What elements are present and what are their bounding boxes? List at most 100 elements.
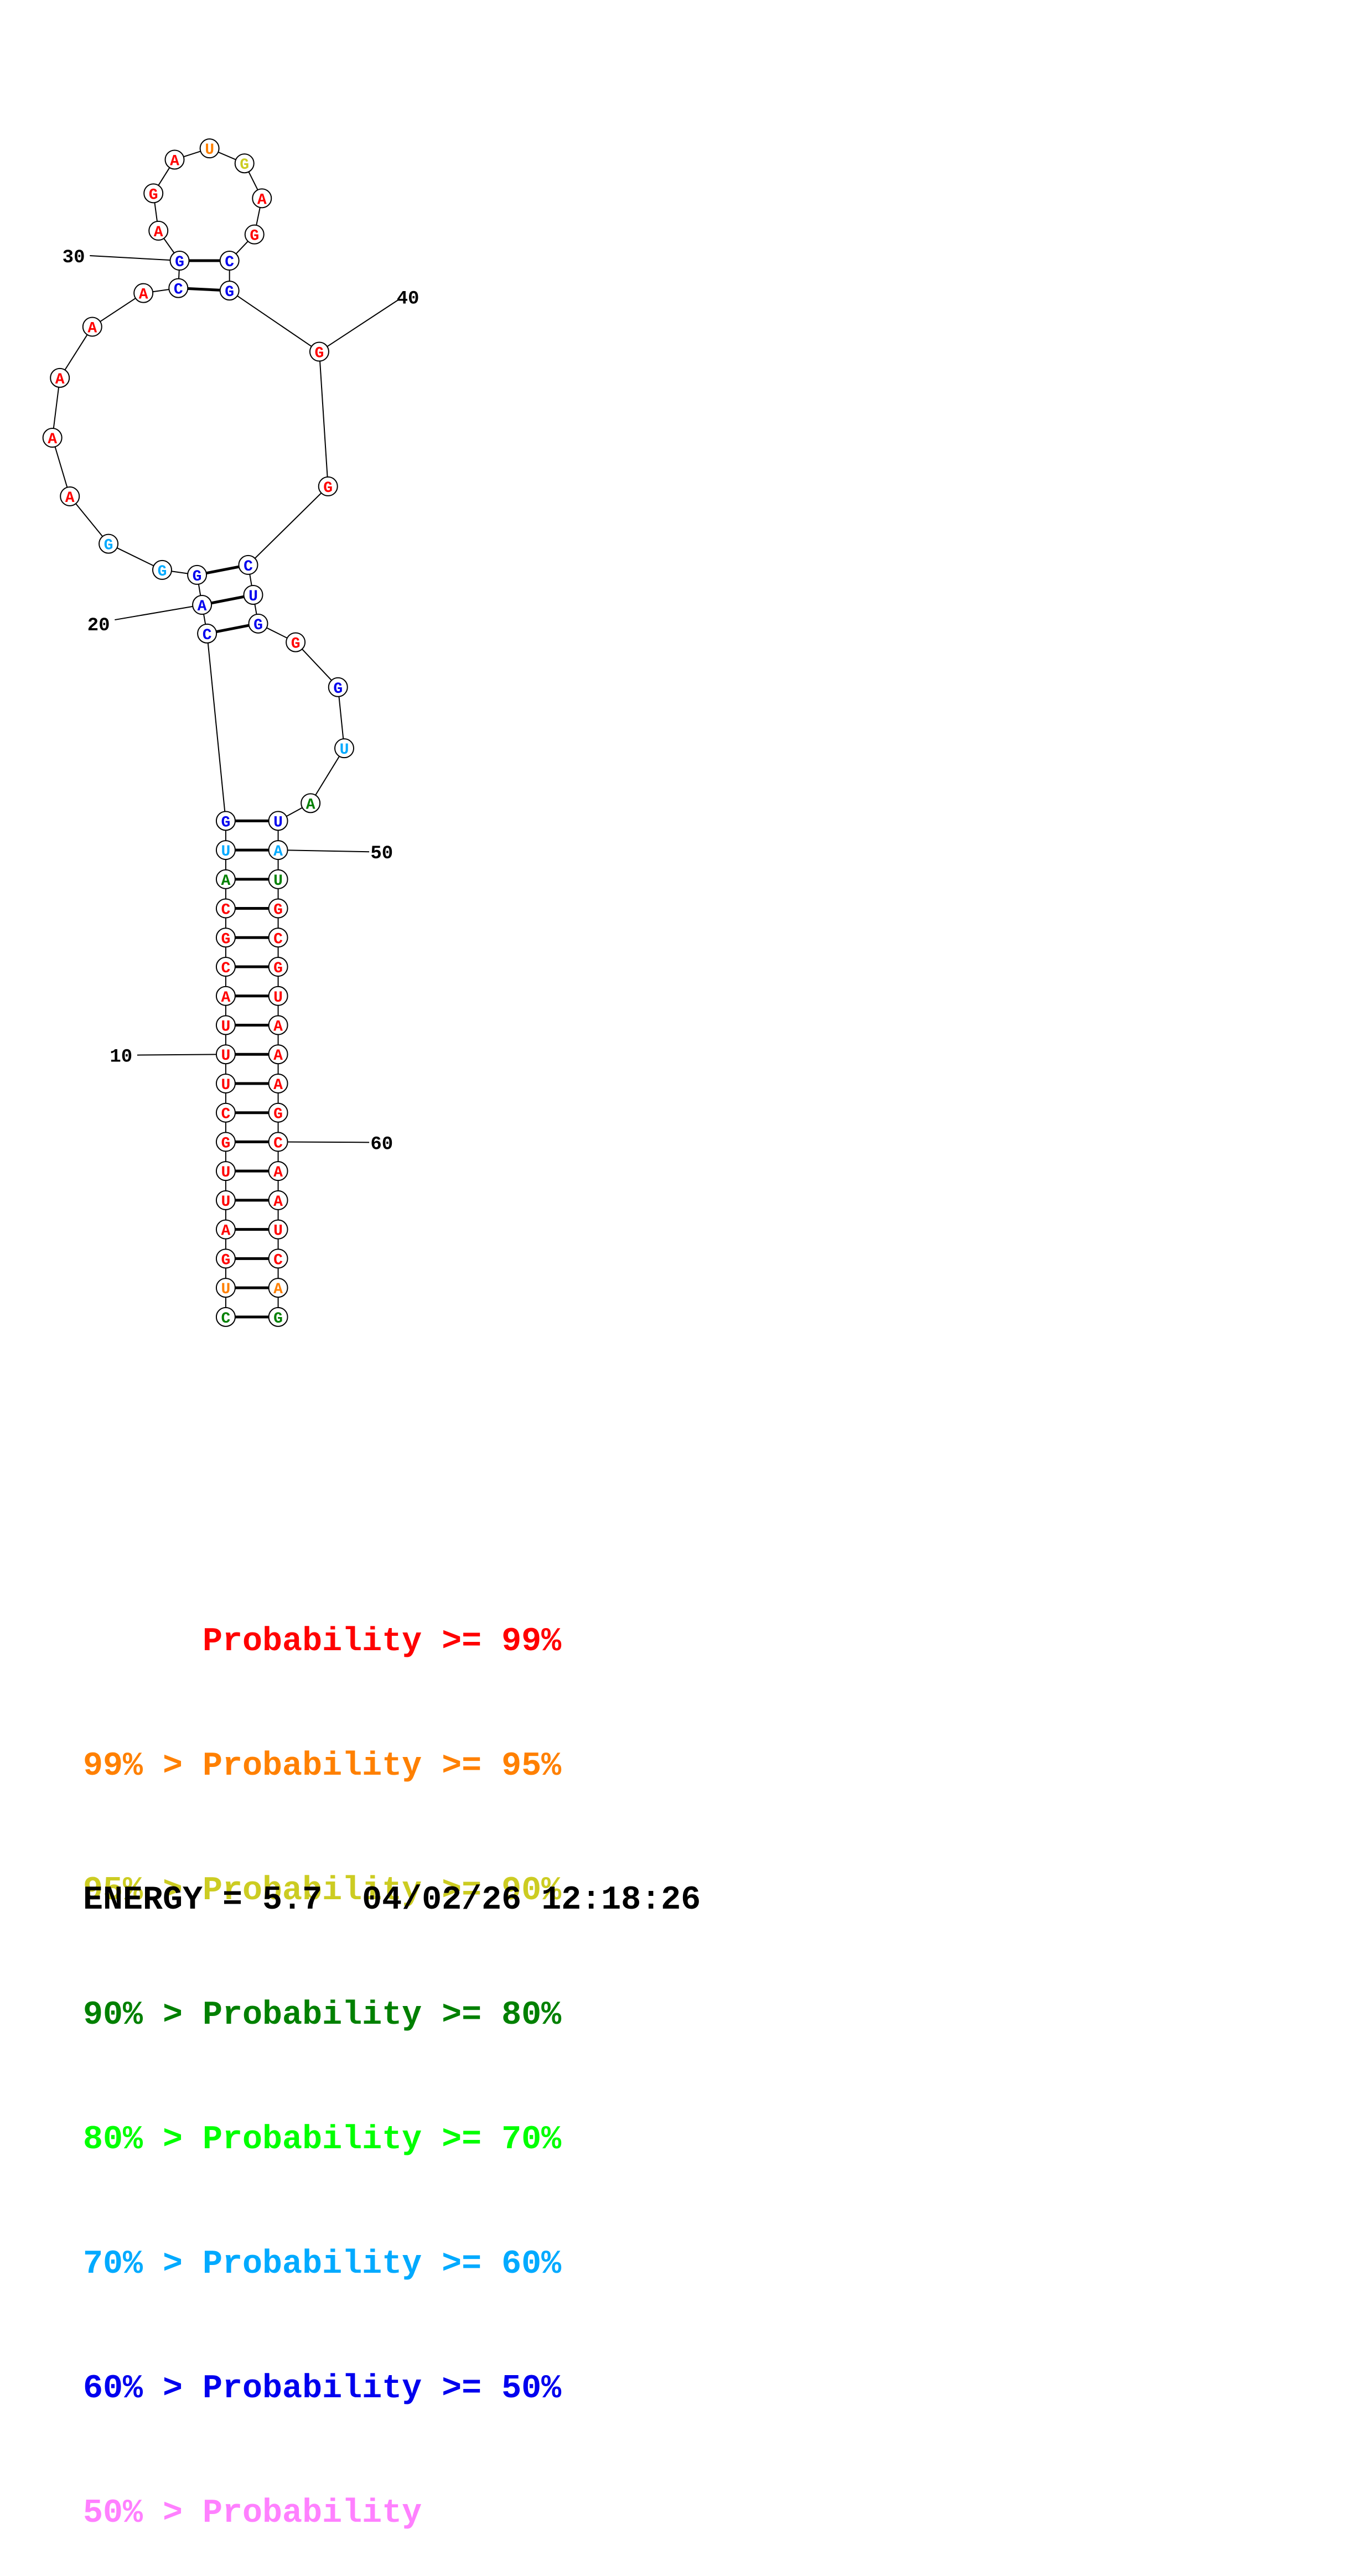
nucleotide: U bbox=[215, 1044, 236, 1065]
position-label-leader bbox=[90, 255, 180, 262]
nucleotide: G bbox=[215, 1132, 236, 1152]
legend-entry-50: 60% > Probability >= 50% bbox=[83, 2370, 562, 2408]
nucleotide: G bbox=[248, 613, 268, 634]
nucleotide-base: A bbox=[65, 490, 75, 507]
nucleotide-base: A bbox=[221, 989, 231, 1007]
nucleotide: A bbox=[50, 367, 70, 388]
nucleotide-circle bbox=[82, 317, 102, 337]
nucleotide-base: G bbox=[221, 931, 231, 948]
nucleotide-base: C bbox=[221, 1310, 231, 1328]
nucleotide-base: A bbox=[273, 1194, 283, 1211]
nucleotide-base: G bbox=[323, 480, 333, 497]
nucleotide-circle bbox=[318, 476, 338, 496]
position-label-leader bbox=[278, 849, 370, 853]
nucleotide: G bbox=[143, 183, 164, 204]
nucleotide-circle bbox=[215, 1248, 236, 1269]
nucleotide-circle bbox=[268, 898, 288, 919]
position-label: 60 bbox=[370, 1134, 393, 1155]
nucleotide-circle bbox=[268, 1161, 288, 1181]
nucleotide-base: A bbox=[154, 224, 163, 241]
nucleotide: U bbox=[215, 1073, 236, 1094]
nucleotide-circle bbox=[248, 613, 268, 634]
nucleotide-circle bbox=[215, 986, 236, 1006]
nucleotide: C bbox=[215, 1102, 236, 1123]
position-label: 10 bbox=[110, 1047, 132, 1068]
nucleotide-base: G bbox=[221, 814, 231, 831]
nucleotide-circle bbox=[215, 1278, 236, 1298]
nucleotide-circle bbox=[99, 533, 119, 554]
nucleotide: U bbox=[215, 1161, 236, 1181]
legend-entry-95: 99% > Probability >= 95% bbox=[83, 1748, 562, 1785]
nucleotide-circle bbox=[215, 1219, 236, 1240]
nucleotide-base: C bbox=[273, 1135, 283, 1152]
position-label: 30 bbox=[63, 247, 85, 268]
nucleotide: C bbox=[215, 957, 236, 977]
nucleotide: G bbox=[219, 281, 240, 301]
nucleotide: C bbox=[215, 1307, 236, 1328]
nucleotide-circle bbox=[238, 554, 258, 575]
nucleotide: G bbox=[286, 632, 306, 653]
nucleotide-base: A bbox=[221, 873, 231, 890]
nucleotide-base: G bbox=[273, 1106, 283, 1123]
position-labels: 10 20 30 40 50 60 bbox=[63, 247, 420, 1155]
nucleotide-circle bbox=[215, 1161, 236, 1181]
nucleotide-base: G bbox=[273, 902, 283, 919]
nucleotide: A bbox=[252, 188, 272, 209]
nucleotide: G bbox=[215, 811, 236, 831]
nucleotide: A bbox=[42, 428, 63, 448]
nucleotide-base: A bbox=[273, 1018, 283, 1035]
backbone-segment bbox=[310, 748, 345, 804]
nucleotide-circle bbox=[133, 283, 154, 303]
nucleotide: C bbox=[268, 927, 288, 948]
nucleotide: A bbox=[268, 1015, 288, 1035]
nucleotide: C bbox=[215, 898, 236, 919]
nucleotide-base: A bbox=[273, 1281, 283, 1298]
nucleotide: A bbox=[268, 1161, 288, 1181]
nucleotide-base: A bbox=[170, 153, 179, 170]
nucleotide-circle bbox=[215, 869, 236, 889]
nucleotide-circle bbox=[199, 138, 220, 159]
legend-entry-60: 70% > Probability >= 60% bbox=[83, 2246, 562, 2283]
nucleotide-circle bbox=[301, 793, 321, 813]
nucleotide: U bbox=[268, 1219, 288, 1240]
nucleotide-base: C bbox=[273, 1252, 283, 1269]
nucleotide-circle bbox=[252, 188, 272, 209]
backbone-segment bbox=[206, 633, 226, 821]
position-label: 20 bbox=[87, 615, 110, 636]
nucleotide: U bbox=[268, 869, 288, 890]
nucleotide-circle bbox=[215, 1044, 236, 1065]
nucleotide-circle bbox=[234, 153, 255, 174]
nucleotide-base: U bbox=[273, 814, 283, 831]
nucleotide-base: G bbox=[273, 1310, 283, 1328]
nucleotide-base: U bbox=[273, 873, 283, 890]
nucleotide: A bbox=[301, 793, 321, 813]
nucleotide-circle bbox=[164, 149, 185, 170]
position-label-leader bbox=[319, 299, 400, 353]
nucleotide: U bbox=[334, 738, 355, 759]
nucleotide: C bbox=[268, 1132, 288, 1152]
nucleotide-circle bbox=[215, 898, 236, 919]
nucleotide-base: A bbox=[48, 431, 57, 448]
nucleotide-circle bbox=[168, 278, 189, 298]
nucleotide-base: U bbox=[340, 742, 349, 759]
nucleotide-base: U bbox=[221, 1077, 231, 1094]
nucleotide-base: C bbox=[174, 282, 183, 299]
nucleotide: A bbox=[192, 595, 213, 615]
nucleotide: A bbox=[268, 840, 288, 861]
nucleotide: C bbox=[268, 1248, 288, 1269]
nucleotide-circle bbox=[215, 840, 236, 861]
nucleotide: C bbox=[168, 278, 189, 299]
nucleotide: G bbox=[268, 1307, 288, 1328]
nucleotide-base: G bbox=[250, 228, 259, 245]
nucleotide-base: U bbox=[221, 1281, 231, 1298]
nucleotide-circle bbox=[215, 811, 236, 831]
nucleotide: A bbox=[215, 986, 236, 1007]
nucleotide-base: A bbox=[257, 191, 267, 209]
backbone-segment bbox=[59, 326, 93, 379]
nucleotide-circle bbox=[268, 1102, 288, 1123]
nucleotide-circle bbox=[268, 1219, 288, 1240]
nucleotide-base: G bbox=[240, 157, 249, 174]
nucleotide-circle bbox=[219, 281, 240, 301]
nucleotide-circle bbox=[268, 986, 288, 1006]
nucleotide-circle bbox=[215, 1190, 236, 1210]
